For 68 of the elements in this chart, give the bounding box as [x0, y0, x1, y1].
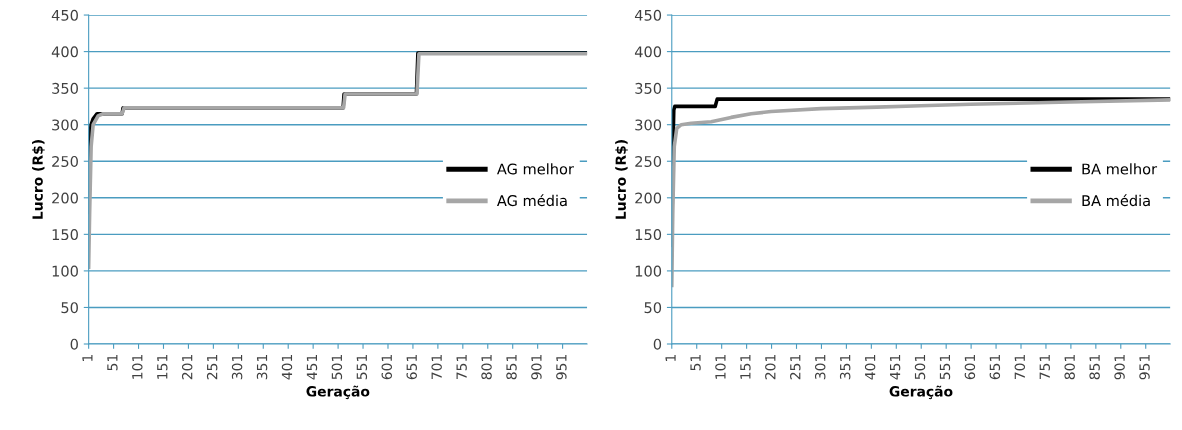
- x-tick-label: 751: [456, 355, 467, 380]
- x-tick-label: 1: [82, 355, 93, 362]
- x-tick-label: 651: [406, 355, 417, 380]
- y-tick-label: 50: [61, 302, 78, 314]
- x-tick-label: 901: [531, 355, 542, 380]
- y-tick-label: 350: [635, 82, 662, 94]
- y-tick-label: 400: [51, 46, 78, 58]
- y-tick-label: 300: [52, 119, 78, 131]
- y-tick-label: 0: [70, 338, 78, 350]
- x-tick-label: 401: [281, 355, 293, 380]
- y-tick-label: 400: [634, 46, 662, 58]
- y-tick-label: 150: [52, 229, 78, 241]
- x-tick-label: 801: [1064, 355, 1075, 380]
- x-tick-label: 551: [939, 355, 951, 380]
- x-tick-label: 51: [107, 355, 118, 371]
- y-tick-label: 0: [653, 338, 662, 350]
- x-tick-label: 151: [157, 355, 168, 379]
- y-axis-title: Lucro (R$): [615, 140, 628, 219]
- y-axis-title: Lucro (R$): [32, 140, 45, 219]
- y-tick-label: 100: [635, 265, 662, 277]
- legend-label: AG média: [496, 194, 567, 207]
- x-tick-label: 151: [740, 355, 751, 379]
- x-tick-label: 301: [231, 355, 243, 380]
- x-axis-title: Geração: [889, 385, 953, 400]
- y-tick-label: 450: [634, 9, 662, 21]
- x-tick-label: 501: [331, 355, 343, 380]
- x-tick-label: 451: [889, 355, 901, 380]
- x-tick-label: 1: [665, 355, 676, 362]
- x-tick-label: 701: [1014, 355, 1026, 380]
- x-tick-label: 851: [506, 355, 517, 380]
- y-tick-label: 200: [635, 192, 662, 204]
- legend-label: BA melhor: [1082, 163, 1158, 175]
- y-tick-label: 350: [52, 82, 78, 94]
- x-tick-label: 601: [964, 355, 976, 380]
- x-tick-label: 101: [715, 355, 726, 379]
- y-tick-label: 200: [52, 192, 78, 204]
- x-tick-label: 601: [381, 355, 393, 380]
- x-tick-label: 951: [1139, 355, 1150, 380]
- x-tick-label: 701: [431, 355, 442, 380]
- x-tick-label: 451: [306, 355, 318, 380]
- x-tick-label: 901: [1114, 355, 1125, 380]
- x-tick-label: 101: [132, 355, 143, 379]
- x-tick-label: 401: [864, 355, 876, 380]
- x-tick-label: 651: [989, 355, 1001, 380]
- legend-label: AG melhor: [496, 163, 574, 175]
- y-tick-label: 150: [635, 229, 662, 241]
- x-tick-label: 301: [814, 355, 826, 380]
- x-tick-label: 51: [690, 355, 701, 371]
- x-tick-label: 751: [1039, 355, 1050, 380]
- x-tick-label: 951: [556, 355, 567, 380]
- x-tick-label: 801: [481, 355, 492, 380]
- x-tick-label: 351: [839, 355, 851, 380]
- x-tick-label: 201: [765, 355, 776, 380]
- y-tick-label: 300: [635, 119, 662, 131]
- y-tick-label: 450: [51, 9, 78, 21]
- x-tick-label: 851: [1089, 355, 1100, 380]
- y-tick-label: 250: [635, 155, 662, 167]
- x-tick-label: 501: [914, 355, 926, 380]
- x-tick-label: 551: [356, 355, 368, 380]
- x-axis-title: Geração: [306, 385, 370, 400]
- x-tick-label: 251: [206, 355, 218, 380]
- y-tick-label: 50: [644, 302, 662, 314]
- y-tick-label: 100: [52, 265, 78, 277]
- x-tick-label: 351: [256, 355, 268, 380]
- x-tick-label: 251: [790, 355, 801, 380]
- x-tick-label: 201: [181, 355, 193, 380]
- legend-label: BA média: [1082, 194, 1150, 207]
- y-tick-label: 250: [52, 155, 78, 167]
